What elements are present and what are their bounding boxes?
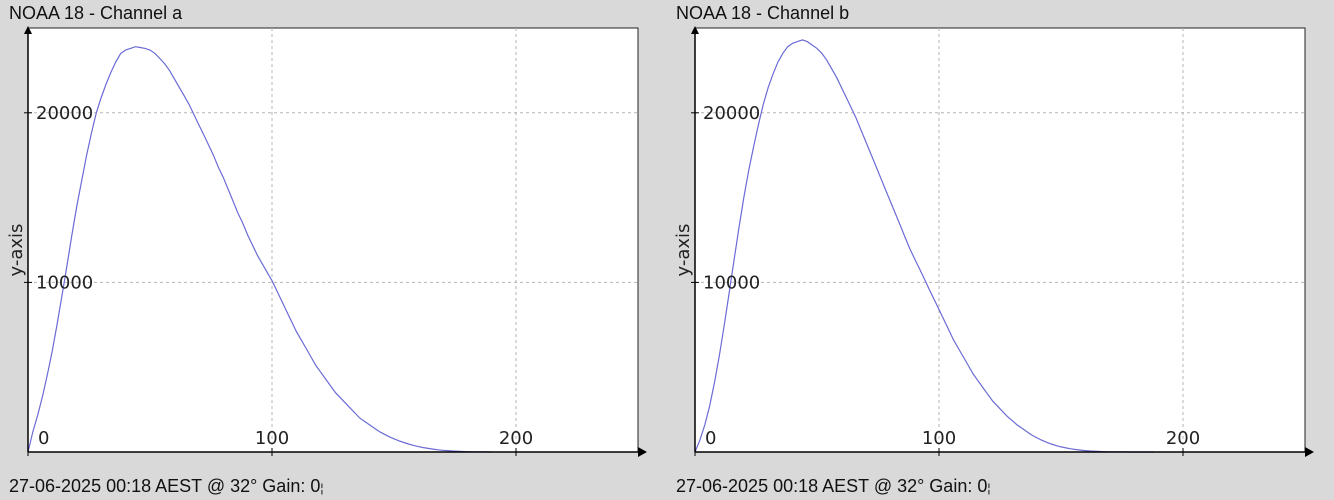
line-chart-channel-a: 0 100 200 10000 20000 y-axis <box>6 26 647 457</box>
footer-text: 27-06-2025 00:18 AEST @ 32° Gain: 0 <box>676 476 988 496</box>
x-axis-arrow <box>638 447 647 457</box>
y-axis-arrow <box>691 26 699 34</box>
line-chart-channel-b: 0 100 200 10000 20000 y-axis <box>673 26 1314 457</box>
footer-tail-glyph: ¦ <box>987 481 991 495</box>
x-tick-label: 200 <box>499 428 533 449</box>
y-axis-label: y-axis <box>673 224 694 277</box>
series-line <box>27 46 492 453</box>
chart-footer-caption: 27-06-2025 00:18 AEST @ 32° Gain: 0¦ <box>9 476 323 497</box>
x-tick-label: 0 <box>705 428 716 449</box>
chart-footer-caption: 27-06-2025 00:18 AEST @ 32° Gain: 0¦ <box>676 476 990 497</box>
y-tick-label: 20000 <box>703 103 760 124</box>
y-tick-label: 10000 <box>703 272 760 293</box>
x-tick-label: 100 <box>255 428 289 449</box>
x-tick-label: 200 <box>1166 428 1200 449</box>
y-axis-arrow <box>24 26 32 34</box>
y-axis-label: y-axis <box>6 224 27 277</box>
plot-area <box>694 27 1306 453</box>
x-tick-label: 100 <box>922 428 956 449</box>
chart-title: NOAA 18 - Channel a <box>9 3 183 23</box>
footer-text: 27-06-2025 00:18 AEST @ 32° Gain: 0 <box>9 476 321 496</box>
chart-title: NOAA 18 - Channel b <box>676 3 850 23</box>
x-axis-arrow <box>1305 447 1314 457</box>
plot-area <box>27 27 639 453</box>
series-line <box>694 39 1154 453</box>
chart-panel-channel-b: 0 100 200 10000 20000 y-axis NOAA 18 - Channe… <box>667 0 1334 500</box>
footer-tail-glyph: ¦ <box>320 481 324 495</box>
x-tick-label: 0 <box>38 428 49 449</box>
y-tick-label: 20000 <box>36 103 93 124</box>
y-tick-label: 10000 <box>36 272 93 293</box>
chart-panel-channel-a: 0 100 200 10000 20000 y-axis NOAA 18 - Channe… <box>6 3 647 497</box>
